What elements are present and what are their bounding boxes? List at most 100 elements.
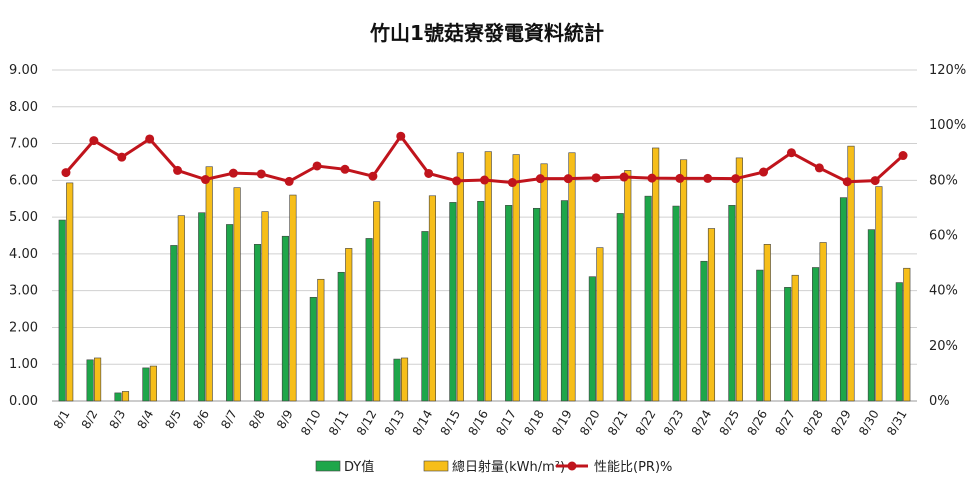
right-tick-label: 40%: [929, 284, 958, 299]
bar-irradiance: [791, 274, 799, 402]
pr-point: [759, 167, 769, 177]
bar-dy: [449, 202, 457, 402]
bar-irradiance: [596, 247, 604, 402]
bar-dy: [616, 213, 624, 402]
left-tick-label: 3.00: [9, 284, 38, 299]
bar-dy: [588, 276, 596, 402]
bar-irradiance: [66, 182, 74, 402]
x-tick-label: 8/22: [633, 408, 659, 438]
bar-dy: [393, 358, 401, 402]
x-axis-ticks: 8/1 8/2 8/3 8/4 8/5 8/6 8/7 8/8 8/9 8/10 8/11 8/12 8…: [51, 408, 910, 438]
x-tick-label: 8/24: [689, 408, 715, 438]
bar-dy: [226, 224, 234, 402]
right-axis-ticks: 0% 20% 40% 60% 80% 100% 120%: [929, 63, 966, 409]
x-tick-label: 8/1: [51, 408, 73, 432]
x-tick-label: 8/31: [884, 408, 910, 438]
right-tick-label: 60%: [929, 229, 958, 244]
bar-irradiance: [177, 215, 185, 402]
x-tick-label: 8/29: [828, 408, 854, 438]
bars: [58, 145, 911, 402]
bar-irradiance: [317, 278, 325, 402]
x-tick-label: 8/27: [772, 408, 798, 438]
legend: DY值 總日射量(kWh/m²) 性能比(PR)%: [315, 459, 672, 475]
x-tick-label: 8/7: [218, 408, 240, 432]
left-tick-label: 8.00: [9, 100, 38, 115]
chart-title: 竹山1號菇寮發電資料統計: [369, 21, 604, 45]
pr-point: [619, 172, 629, 182]
bar-irradiance: [568, 152, 576, 402]
bar-irradiance: [400, 357, 409, 402]
left-tick-label: 1.00: [9, 357, 38, 372]
bar-dy: [58, 219, 66, 402]
bar-dy: [812, 267, 820, 402]
x-tick-label: 8/28: [800, 408, 826, 438]
bar-irradiance: [149, 365, 157, 402]
bar-dy: [533, 207, 541, 402]
x-tick-label: 8/8: [246, 408, 268, 432]
bar-irradiance: [261, 211, 269, 402]
bar-dy: [728, 205, 736, 402]
bar-dy: [477, 200, 485, 402]
legend-label: 總日射量(kWh/m²): [452, 459, 565, 475]
bar-dy: [281, 235, 289, 402]
bar-dy: [644, 195, 652, 402]
pr-point: [842, 177, 852, 187]
bar-dy: [756, 269, 764, 402]
x-tick-label: 8/9: [274, 408, 296, 432]
left-tick-label: 7.00: [9, 137, 38, 152]
x-tick-label: 8/16: [465, 408, 491, 438]
x-tick-label: 8/11: [326, 408, 352, 438]
bar-irradiance: [680, 159, 688, 402]
bar-irradiance: [624, 170, 632, 402]
pr-point: [452, 176, 462, 186]
pr-point: [340, 164, 350, 174]
bar-irradiance: [233, 187, 241, 402]
x-tick-label: 8/25: [717, 408, 743, 438]
x-tick-label: 8/10: [298, 408, 324, 438]
left-tick-label: 5.00: [9, 210, 38, 225]
legend-swatch: [315, 460, 341, 472]
bar-irradiance: [484, 151, 492, 402]
x-tick-label: 8/21: [605, 408, 631, 438]
bar-irradiance: [540, 163, 548, 402]
right-tick-label: 20%: [929, 339, 958, 354]
pr-point: [396, 131, 406, 141]
bar-irradiance: [763, 244, 771, 402]
right-tick-label: 100%: [929, 118, 966, 133]
pr-point: [173, 165, 183, 175]
bar-dy: [365, 238, 373, 402]
pr-point: [786, 148, 796, 158]
x-tick-label: 8/12: [354, 408, 380, 438]
x-tick-label: 8/19: [549, 408, 575, 438]
bar-dy: [784, 287, 792, 402]
bar-dy: [142, 367, 150, 402]
bar-irradiance: [373, 201, 381, 402]
pr-point: [507, 178, 517, 188]
right-tick-label: 80%: [929, 173, 958, 188]
bar-dy: [700, 260, 708, 402]
bar-dy: [867, 229, 875, 402]
bar-dy: [114, 392, 122, 402]
legend-label: DY值: [344, 459, 374, 475]
bar-irradiance: [205, 166, 213, 402]
pr-point: [368, 171, 378, 181]
pr-point: [61, 168, 71, 178]
pr-point: [731, 174, 741, 184]
bar-irradiance: [94, 357, 102, 402]
x-tick-label: 8/5: [162, 408, 184, 432]
pr-point: [200, 175, 210, 185]
bar-dy: [170, 245, 178, 402]
legend-swatch: [423, 460, 449, 472]
bar-dy: [839, 197, 848, 402]
x-tick-label: 8/4: [134, 408, 156, 432]
legend-swatch-marker: [567, 461, 577, 471]
bar-irradiance: [819, 242, 827, 402]
pr-point: [814, 163, 824, 173]
bar-dy: [309, 296, 317, 402]
bar-irradiance: [847, 145, 855, 402]
x-tick-label: 8/17: [493, 408, 519, 438]
pr-line: [61, 131, 908, 188]
bar-irradiance: [512, 154, 520, 402]
pr-point: [591, 173, 601, 183]
